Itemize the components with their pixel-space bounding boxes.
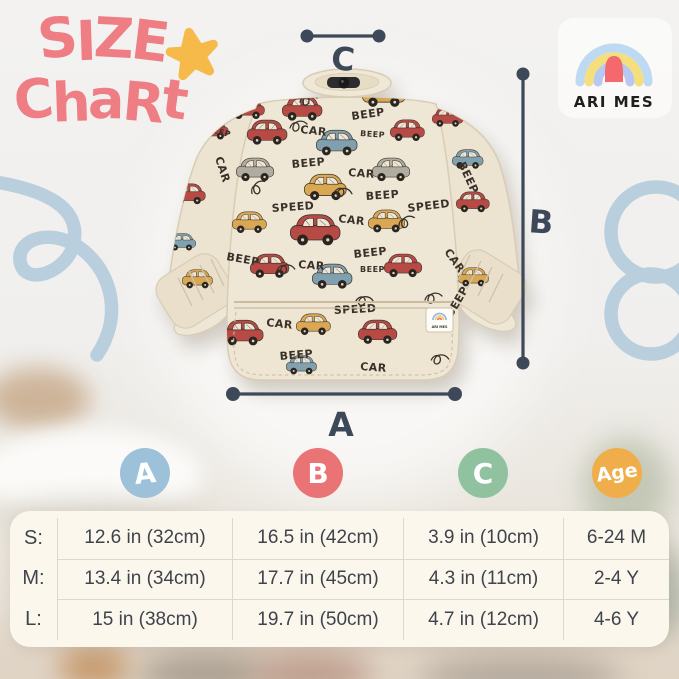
size-table: S: 12.6 in (32cm) 16.5 in (42cm) 3.9 in … (10, 511, 669, 647)
cell-l-age: 4-6 Y (563, 599, 669, 640)
cell-m-b: 17.7 in (45cm) (232, 558, 403, 600)
row-label-m: M: (22, 567, 45, 590)
cell-m-c: 4.3 in (11cm) (403, 558, 563, 600)
measure-a: A (226, 387, 462, 444)
tag-text: ARI MES (432, 325, 448, 329)
badge-b: B (293, 448, 343, 498)
row-label-s: S: (24, 526, 43, 549)
row-label-l: L: (25, 608, 42, 631)
title-line-chart: ChaRt (10, 66, 191, 136)
c-label: C (330, 39, 357, 79)
print-word: BEEP (360, 129, 385, 140)
cell-l-c: 4.7 in (12cm) (403, 599, 563, 640)
cell-s-b: 16.5 in (42cm) (232, 518, 403, 559)
b-label: B (528, 202, 555, 242)
print-word: CAR (360, 360, 387, 375)
collar-button (338, 77, 350, 89)
print-word: SPEED (333, 302, 376, 317)
cell-m-a: 13.4 in (34cm) (57, 558, 232, 600)
blue-squiggle-left (0, 175, 119, 362)
page-title: SIZE ChaRt (10, 3, 191, 136)
cell-s-a: 12.6 in (32cm) (57, 518, 232, 559)
badge-c: C (458, 448, 508, 498)
blue-squiggle-right (604, 180, 679, 361)
cell-l-b: 19.7 in (50cm) (232, 599, 403, 640)
cell-l-a: 15 in (38cm) (57, 599, 232, 640)
rainbow-icon (575, 43, 653, 87)
brand-logo: ARI MES (558, 18, 672, 118)
a-label: A (328, 405, 354, 444)
pocket-brand-tag: ARI MES (425, 307, 454, 333)
star-icon (165, 27, 218, 81)
cell-m-age: 2-4 Y (563, 558, 669, 600)
print-word: BEEP (365, 188, 399, 203)
print-word: BEEP (360, 265, 385, 274)
title-line-size: SIZE (34, 3, 172, 75)
brand-name: ARI MES (574, 93, 654, 111)
print-word: CAR (348, 166, 375, 181)
print-word: CAR (298, 258, 325, 273)
cell-s-c: 3.9 in (10cm) (403, 518, 563, 559)
cell-s-age: 6-24 M (563, 518, 669, 559)
measure-b: B (516, 67, 555, 370)
print-word: CAR (266, 316, 294, 332)
print-word: CAR (300, 123, 328, 139)
